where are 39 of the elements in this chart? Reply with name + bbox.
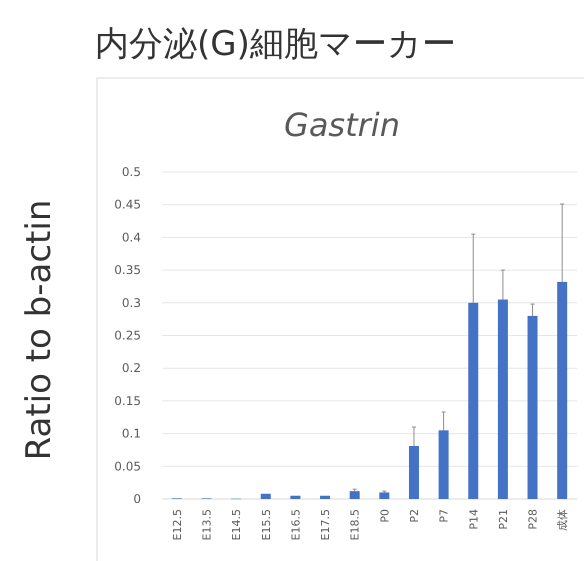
bar bbox=[350, 491, 360, 499]
chart-title: 内分泌(G)細胞マーカー bbox=[95, 24, 456, 64]
bar bbox=[379, 492, 390, 499]
y-tick-label: 0.5 bbox=[122, 165, 141, 179]
y-tick-label: 0.2 bbox=[122, 361, 141, 376]
y-tick-label: 0.15 bbox=[114, 394, 141, 408]
bar bbox=[408, 446, 419, 499]
y-tick-label: 0.05 bbox=[114, 459, 141, 474]
x-tick-label: E17.5 bbox=[319, 509, 332, 540]
chart-subtitle: Gastrin bbox=[284, 106, 400, 144]
bar bbox=[290, 496, 300, 499]
y-tick-label: 0.1 bbox=[122, 426, 141, 441]
x-tick-label: P28 bbox=[526, 509, 540, 530]
x-tick-label: P21 bbox=[496, 509, 510, 530]
x-tick-label: E14.5 bbox=[230, 509, 244, 540]
x-tick-label: 成体 bbox=[556, 509, 570, 531]
x-tick-label: E18.5 bbox=[348, 509, 362, 540]
y-tick-label: 0 bbox=[133, 492, 141, 506]
y-tick-label: 0.35 bbox=[114, 263, 141, 278]
bar bbox=[438, 430, 449, 499]
x-tick-label: E13.5 bbox=[200, 509, 214, 540]
x-tick-label: P2 bbox=[408, 509, 421, 523]
bar bbox=[528, 316, 538, 499]
y-tick-label: 0.25 bbox=[114, 328, 141, 342]
x-tick-label: E16.5 bbox=[289, 509, 302, 540]
y-tick-label: 0.4 bbox=[122, 230, 141, 244]
bar bbox=[260, 494, 271, 499]
x-tick-label: E12.5 bbox=[170, 509, 184, 540]
bar bbox=[468, 302, 478, 499]
bar bbox=[498, 300, 508, 499]
x-tick-label: P0 bbox=[378, 509, 392, 523]
x-tick-label: P7 bbox=[438, 509, 451, 523]
y-tick-label: 0.3 bbox=[122, 296, 141, 310]
y-tick-label: 0.45 bbox=[114, 198, 141, 212]
x-tick-label: E15.5 bbox=[260, 509, 273, 540]
x-tick-label: P14 bbox=[467, 509, 480, 530]
y-axis-title: Ratio to b-actin bbox=[19, 200, 59, 460]
bar bbox=[320, 496, 330, 499]
bar bbox=[557, 282, 568, 499]
